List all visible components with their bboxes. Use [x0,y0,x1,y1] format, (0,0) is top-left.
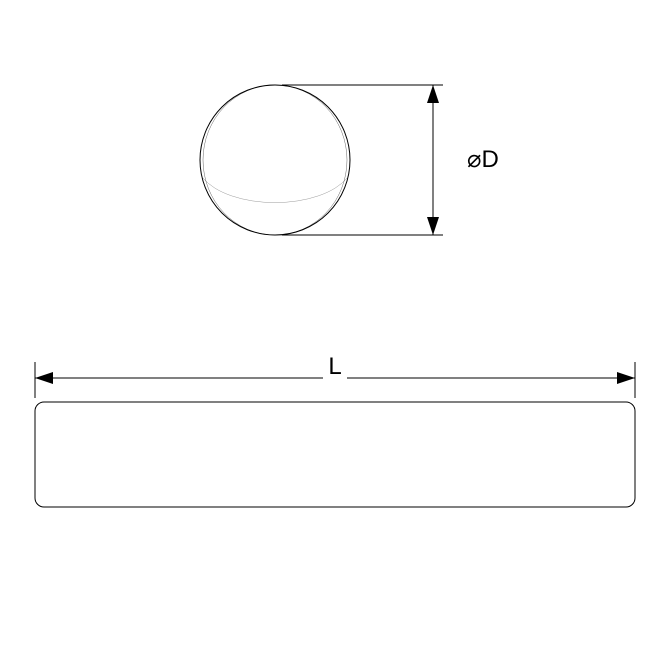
rod-cross-section-inner [203,85,347,235]
diameter-arrow-bottom [427,217,439,235]
dimension-diagram: ⌀D L [0,0,670,670]
rod-cross-section-highlight-arc [203,178,347,203]
rod-cross-section-circle [200,85,350,235]
length-arrow-right [617,372,635,384]
length-arrow-left [35,372,53,384]
rod-side-view [35,402,635,507]
diameter-arrow-top [427,85,439,103]
length-label: L [328,353,341,380]
diameter-label: ⌀D [467,146,499,173]
